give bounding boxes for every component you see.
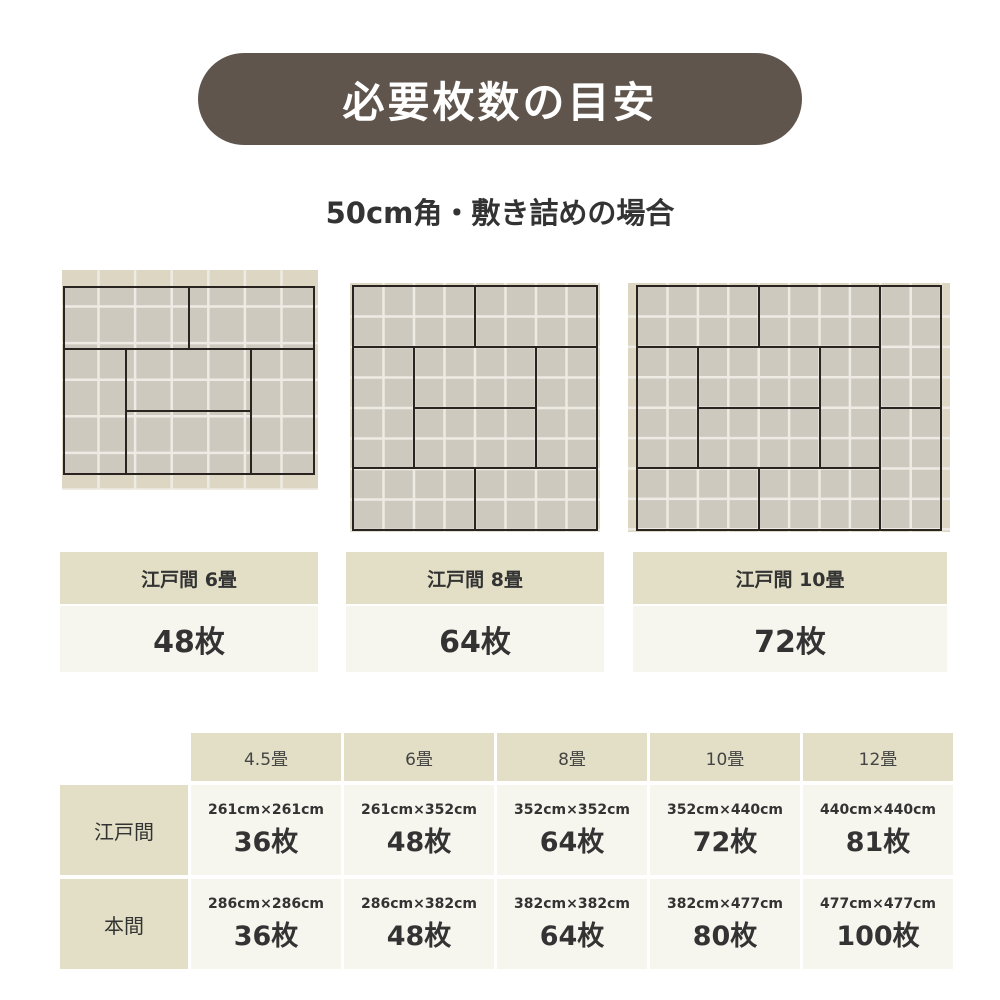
cell-count: 48枚	[386, 920, 452, 952]
cell-count: 64枚	[539, 920, 605, 952]
table-cell: 261cm×352cm 48枚	[344, 785, 494, 875]
row-header: 江戸間	[60, 785, 188, 875]
title-banner: 必要枚数の目安	[198, 53, 802, 145]
cell-size: 352cm×352cm	[514, 801, 630, 818]
table-cell: 286cm×286cm 36枚	[191, 879, 341, 969]
row-header: 本間	[60, 879, 188, 969]
cell-size: 261cm×352cm	[361, 801, 477, 818]
cell-size: 382cm×477cm	[667, 895, 783, 912]
table-cell: 477cm×477cm 100枚	[803, 879, 953, 969]
card-count: 48枚	[60, 606, 318, 672]
diagram-8-jo	[350, 283, 600, 532]
card-count: 72枚	[633, 606, 947, 672]
card-label: 江戸間 6畳	[60, 552, 318, 604]
card-10-jo: 江戸間 10畳 72枚	[633, 552, 947, 672]
cell-size: 286cm×286cm	[208, 895, 324, 912]
tatami-mat	[250, 348, 315, 475]
cell-count: 100枚	[836, 920, 920, 952]
diagram-10-jo	[628, 283, 950, 532]
table-cell: 352cm×440cm 72枚	[650, 785, 800, 875]
diagram-6-jo	[62, 270, 318, 490]
table-cell: 352cm×352cm 64枚	[497, 785, 647, 875]
table-cell: 382cm×477cm 80枚	[650, 879, 800, 969]
cell-count: 48枚	[386, 826, 452, 858]
table-cell: 261cm×261cm 36枚	[191, 785, 341, 875]
cell-count: 80枚	[692, 920, 758, 952]
cell-size: 382cm×382cm	[514, 895, 630, 912]
column-header: 12畳	[803, 733, 953, 781]
table-cell: 286cm×382cm 48枚	[344, 879, 494, 969]
cell-size: 440cm×440cm	[820, 801, 936, 818]
cell-size: 286cm×382cm	[361, 895, 477, 912]
title: 必要枚数の目安	[342, 77, 658, 127]
table-cell: 440cm×440cm 81枚	[803, 785, 953, 875]
subtitle: 50cm角・敷き詰めの場合	[325, 196, 675, 230]
card-8-jo: 江戸間 8畳 64枚	[346, 552, 604, 672]
table-cell: 382cm×382cm 64枚	[497, 879, 647, 969]
card-label: 江戸間 8畳	[346, 552, 604, 604]
column-header: 6畳	[344, 733, 494, 781]
cell-size: 261cm×261cm	[208, 801, 324, 818]
column-header: 10畳	[650, 733, 800, 781]
card-count: 64枚	[346, 606, 604, 672]
cell-count: 64枚	[539, 826, 605, 858]
cell-count: 72枚	[692, 826, 758, 858]
table-corner	[60, 733, 188, 781]
cell-count: 36枚	[233, 826, 299, 858]
cell-count: 81枚	[845, 826, 911, 858]
cell-count: 36枚	[233, 920, 299, 952]
card-6-jo: 江戸間 6畳 48枚	[60, 552, 318, 672]
cell-size: 352cm×440cm	[667, 801, 783, 818]
size-table: 4.5畳 6畳 8畳 10畳 12畳 江戸間 261cm×261cm 36枚 26…	[60, 733, 953, 969]
column-header: 4.5畳	[191, 733, 341, 781]
card-label: 江戸間 10畳	[633, 552, 947, 604]
cell-size: 477cm×477cm	[820, 895, 936, 912]
tatami-mat	[474, 467, 598, 531]
column-header: 8畳	[497, 733, 647, 781]
tatami-mat	[758, 467, 881, 531]
